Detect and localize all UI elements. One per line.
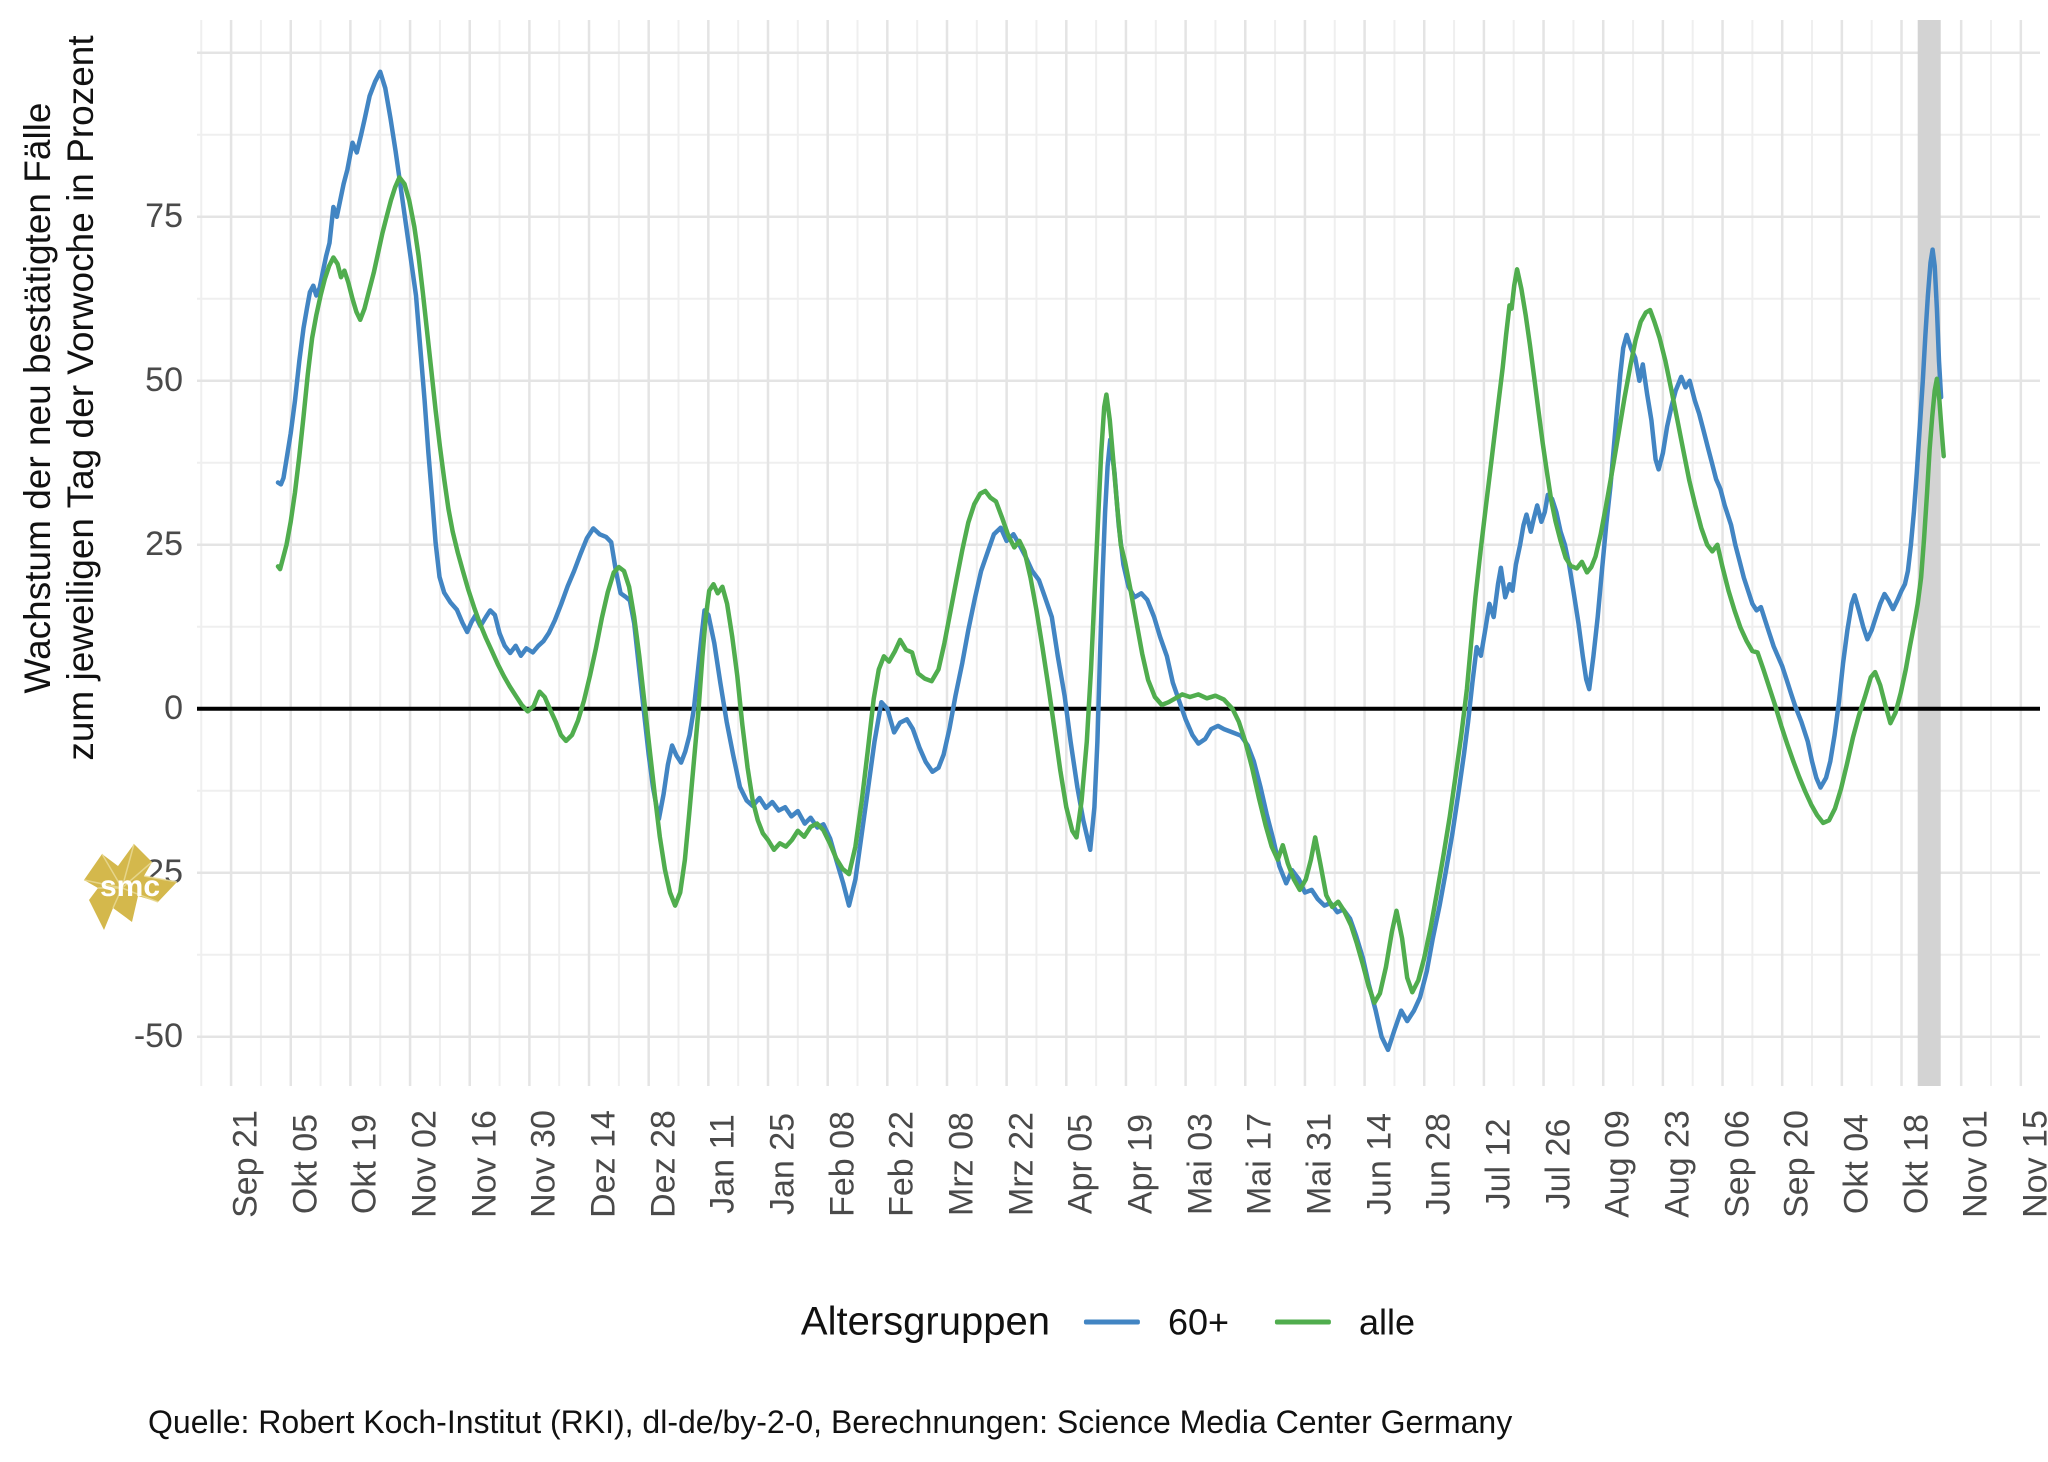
legend-item-label: 60+: [1167, 1301, 1230, 1342]
x-tick-label: Okt 19: [345, 1113, 384, 1215]
x-tick-label: Aug 23: [1658, 1110, 1697, 1218]
smc-logo: smc: [83, 843, 178, 930]
legend-item-60plus: 60+: [1083, 1301, 1230, 1343]
y-tick-label: -50: [133, 1016, 183, 1055]
legend-item-alle: alle: [1275, 1301, 1415, 1343]
x-tick-label: Jan 11: [703, 1114, 742, 1214]
legend-key-line-alle-icon: [1275, 1319, 1332, 1325]
x-tick-label: Feb 22: [882, 1111, 921, 1217]
x-tick-label: Nov 15: [2016, 1110, 2048, 1218]
x-tick-label: Jul 26: [1539, 1118, 1578, 1210]
x-tick-label: Sep 21: [226, 1110, 265, 1218]
x-tick-label: Aug 09: [1598, 1110, 1637, 1218]
source-caption: Quelle: Robert Koch-Institut (RKI), dl-d…: [148, 1404, 1513, 1440]
x-tick-label: Apr 19: [1121, 1113, 1160, 1215]
x-tick-label: Feb 08: [823, 1111, 862, 1217]
x-tick-label: Mai 03: [1181, 1112, 1220, 1216]
y-tick-label: 50: [145, 360, 183, 399]
x-tick-label: Mrz 08: [942, 1112, 981, 1216]
x-tick-label: Mai 17: [1240, 1112, 1279, 1216]
smc-logo-facets: [83, 843, 178, 909]
x-tick-label: Mrz 22: [1002, 1112, 1041, 1216]
legend: Altersgruppen 60+ alle: [801, 1300, 1415, 1345]
smc-logo-text: smc: [100, 870, 160, 903]
x-tick-label: Jan 25: [763, 1112, 802, 1216]
x-tick-label: Sep 20: [1777, 1110, 1816, 1218]
x-tick-label: Dez 14: [584, 1110, 623, 1218]
legend-item-label: alle: [1359, 1301, 1416, 1342]
x-tick-label: Okt 05: [286, 1113, 325, 1215]
x-tick-label: Dez 28: [644, 1110, 683, 1218]
x-tick-label: Jul 12: [1479, 1118, 1518, 1210]
y-tick-label: 0: [164, 688, 183, 727]
legend-title: Altersgruppen: [800, 1299, 1050, 1344]
series-line-alle: [275, 175, 1946, 1005]
x-tick-label: Nov 16: [465, 1110, 504, 1218]
x-tick-label: Nov 01: [1956, 1110, 1995, 1218]
series-line-60+: [275, 69, 1944, 1053]
x-tick-label: Jun 14: [1360, 1112, 1399, 1216]
smc-logo-shape: [84, 844, 177, 930]
x-tick-label: Mai 31: [1300, 1112, 1339, 1216]
x-tick-label: Nov 30: [524, 1110, 563, 1218]
x-tick-label: Okt 18: [1897, 1113, 1935, 1215]
x-tick-label: Nov 02: [405, 1110, 444, 1218]
x-tick-label: Sep 06: [1718, 1110, 1757, 1218]
y-tick-label: 75: [145, 196, 183, 235]
x-tick-label: Apr 05: [1061, 1113, 1100, 1215]
x-tick-label: Okt 04: [1837, 1113, 1876, 1215]
x-tick-label: Jun 28: [1419, 1112, 1458, 1216]
y-tick-label: 25: [145, 524, 183, 563]
legend-key-line-60plus-icon: [1083, 1319, 1140, 1325]
